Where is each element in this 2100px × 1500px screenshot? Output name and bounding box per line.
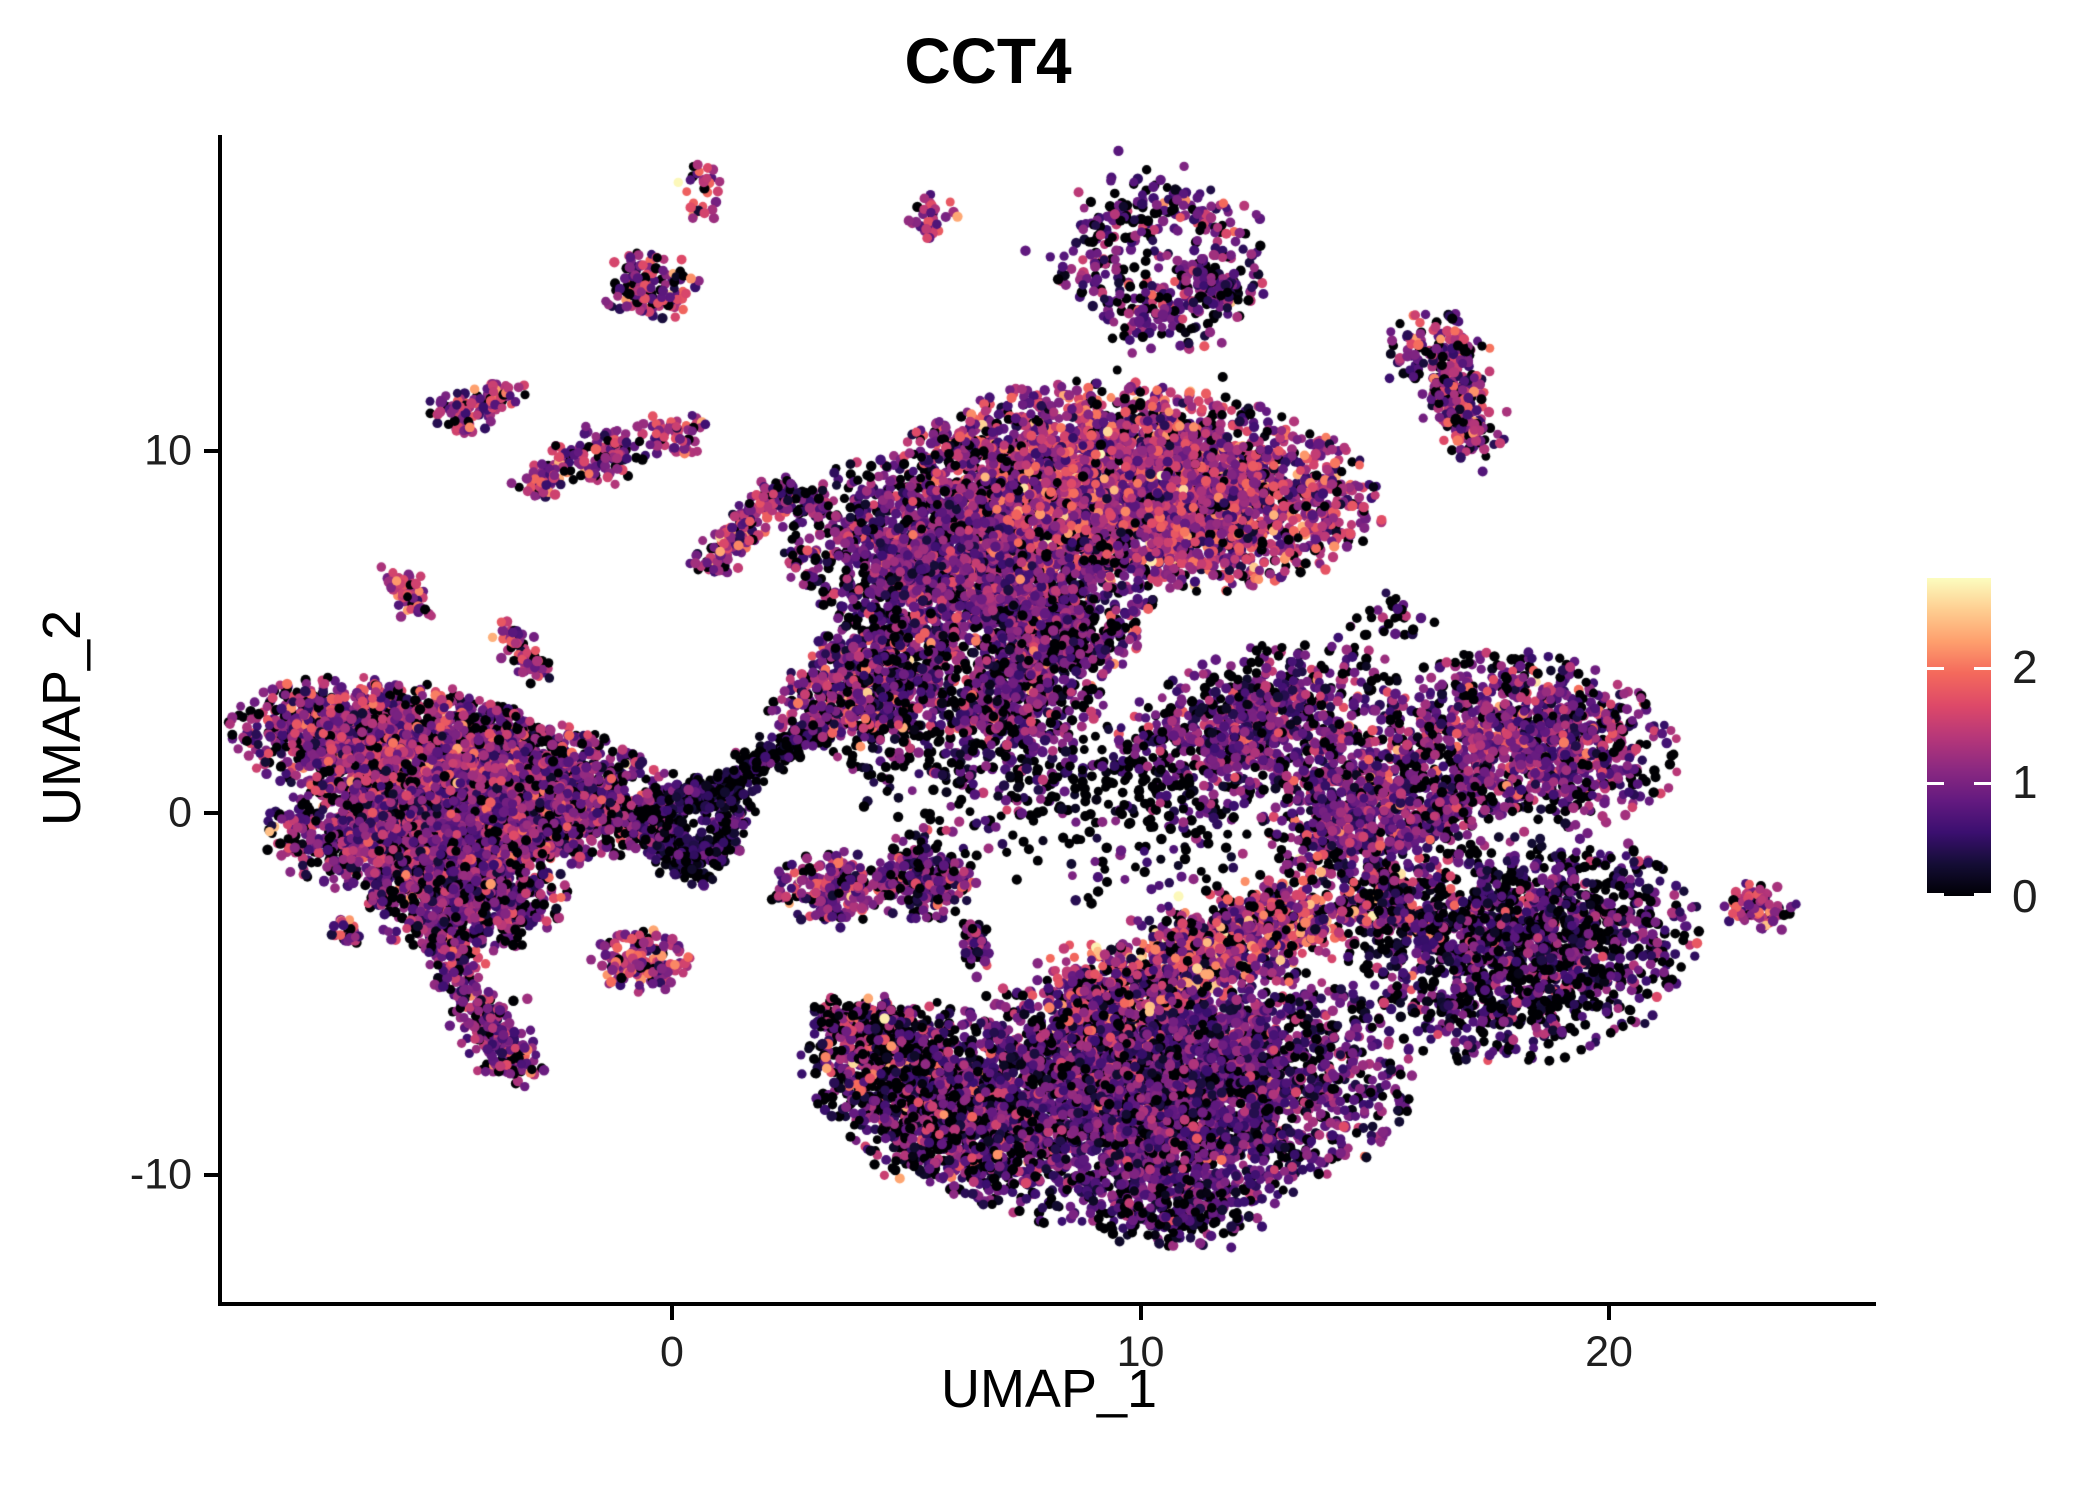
colorbar-tick-label: 2 <box>2012 641 2038 694</box>
y-tick-mark <box>204 811 218 815</box>
x-tick-mark <box>670 1306 674 1320</box>
colorbar-tick-label: 1 <box>2012 755 2038 808</box>
x-tick-label: 10 <box>1116 1328 1165 1376</box>
colorbar-tick-label: 0 <box>2012 870 2038 922</box>
x-axis-line <box>218 1302 1876 1306</box>
y-tick-label: 10 <box>144 426 192 475</box>
y-tick-mark <box>204 449 218 453</box>
colorbar-tick-mark <box>1927 893 1944 896</box>
plot-title: CCT4 <box>904 25 1072 97</box>
y-tick-label: 0 <box>168 788 192 837</box>
colorbar-tick-mark <box>1974 893 1991 896</box>
colorbar-tick-mark <box>1927 667 1944 671</box>
colorbar-tick-mark <box>1974 667 1991 671</box>
y-axis-title: UMAP_2 <box>32 609 92 827</box>
y-axis-line <box>218 135 222 1306</box>
colorbar-gradient <box>1927 578 1991 896</box>
y-tick-mark <box>204 1173 218 1177</box>
colorbar-tick-mark <box>1974 781 1991 785</box>
x-tick-mark <box>1607 1306 1611 1320</box>
colorbar-tick-mark <box>1927 781 1944 785</box>
y-tick-label: -10 <box>129 1150 192 1199</box>
x-tick-label: 20 <box>1585 1328 1633 1376</box>
x-axis-title: UMAP_1 <box>940 1359 1158 1419</box>
x-tick-label: 0 <box>660 1328 684 1376</box>
x-tick-mark <box>1138 1306 1143 1320</box>
